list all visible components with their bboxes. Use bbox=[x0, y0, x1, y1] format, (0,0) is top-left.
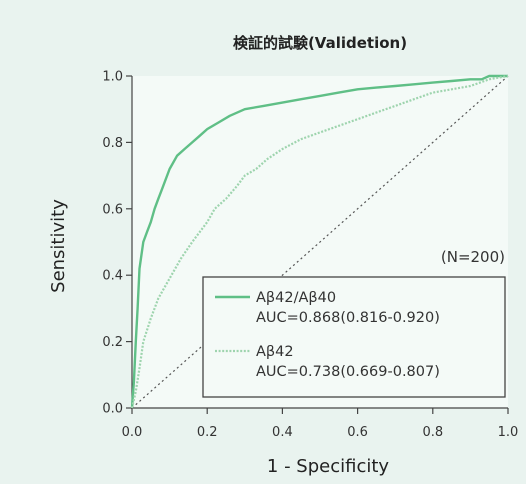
y-tick-label: 0.4 bbox=[102, 269, 123, 284]
sample-size-annotation: (N=200) bbox=[441, 248, 505, 266]
x-tick-label: 0.4 bbox=[272, 425, 293, 440]
chart-title: 検証的試験(Validetion) bbox=[233, 34, 407, 52]
roc-curve-ab42 bbox=[130, 74, 509, 409]
y-tick-label: 0.2 bbox=[102, 335, 123, 350]
legend-series-name: Aβ42/Aβ40 bbox=[256, 290, 336, 306]
legend-series-name: Aβ42 bbox=[256, 344, 294, 360]
roc-curve-ab42-ab40 bbox=[130, 74, 508, 409]
x-axis-title: 1 - Specificity bbox=[267, 456, 390, 477]
reference-diagonal bbox=[131, 75, 509, 409]
legend: (N=200) Aβ42/Aβ40 AUC=0.868(0.816-0.920) Aβ… bbox=[202, 248, 506, 398]
x-tick-label: 0.6 bbox=[347, 425, 368, 440]
x-tick-label: 0.0 bbox=[122, 425, 143, 440]
legend-auc-label: AUC=0.738(0.669-0.807) bbox=[256, 364, 440, 380]
legend-auc-label: AUC=0.868(0.816-0.920) bbox=[256, 310, 440, 326]
x-tick-label: 0.2 bbox=[197, 425, 218, 440]
y-tick-label: 1.0 bbox=[102, 70, 123, 85]
y-tick-label: 0.0 bbox=[102, 402, 123, 417]
x-tick-label: 1.0 bbox=[498, 425, 519, 440]
y-axis-title: Sensitivity bbox=[48, 199, 69, 293]
legend-box bbox=[202, 276, 506, 398]
y-tick-label: 0.8 bbox=[102, 136, 123, 151]
curves bbox=[130, 74, 509, 409]
y-tick-label: 0.6 bbox=[102, 202, 123, 217]
x-tick-label: 0.8 bbox=[422, 425, 443, 440]
